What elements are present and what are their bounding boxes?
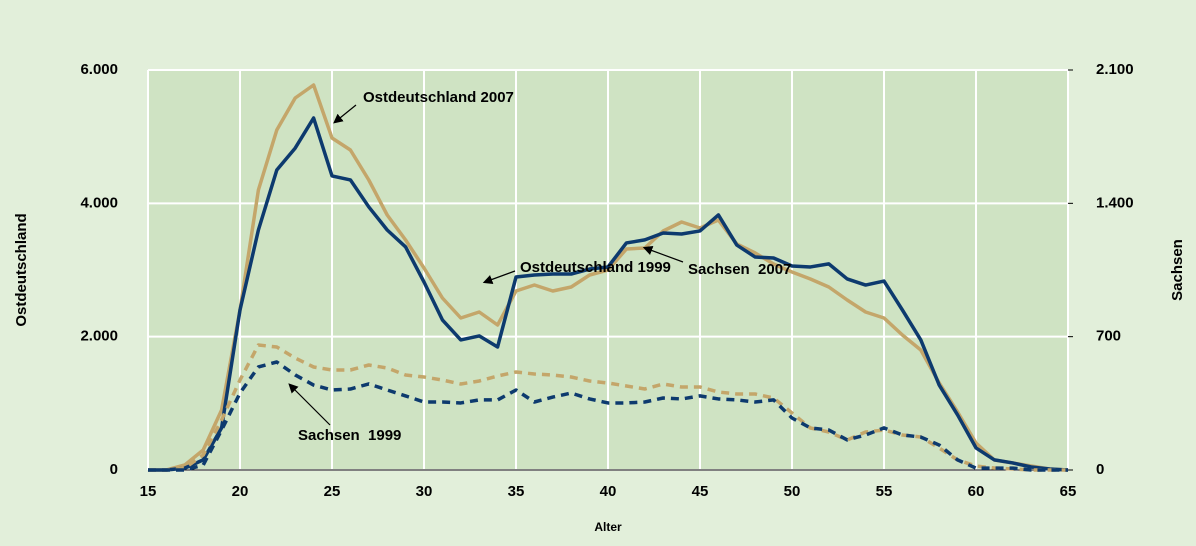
y-tick-label: 0 (110, 461, 118, 478)
x-tick-label: 60 (968, 483, 985, 500)
annotation-arrow (642, 245, 684, 263)
annotation: Ostdeutschland 1999 (520, 259, 671, 276)
annotation-arrow (333, 104, 357, 124)
annotation: Sachsen 1999 (298, 427, 401, 444)
x-tick-label: 25 (324, 483, 341, 500)
line-series (148, 116, 1069, 472)
annotation-arrow (482, 270, 516, 285)
annotation-arrow (288, 383, 331, 426)
y-tick-label: 2.000 (80, 328, 118, 345)
y-tick-label: 6.000 (80, 61, 118, 78)
x-tick-label: 15 (140, 483, 157, 500)
y2-axis-label: Sachsen (1169, 239, 1186, 301)
x-tick-label: 35 (508, 483, 525, 500)
x-tick-label: 30 (416, 483, 433, 500)
line-series (148, 343, 1068, 472)
x-tick-label: 65 (1060, 483, 1077, 500)
annotation: Sachsen 2007 (688, 261, 791, 278)
x-tick-label: 45 (692, 483, 709, 500)
x-tick-label: 55 (876, 483, 893, 500)
y2-tick-label: 0 (1096, 461, 1104, 478)
x-axis-label: Alter (594, 520, 622, 534)
x-tick-label: 20 (232, 483, 249, 500)
line-series (148, 83, 1069, 472)
y2-tick-label: 1.400 (1096, 194, 1134, 211)
annotation: Ostdeutschland 2007 (363, 89, 514, 106)
x-tick-label: 50 (784, 483, 801, 500)
x-tick-label: 40 (600, 483, 617, 500)
y2-tick-label: 700 (1096, 328, 1121, 345)
y-axis-label: Ostdeutschland (13, 213, 30, 326)
y2-tick-label: 2.100 (1096, 61, 1134, 78)
line-series (148, 360, 1068, 472)
y-tick-label: 4.000 (80, 194, 118, 211)
